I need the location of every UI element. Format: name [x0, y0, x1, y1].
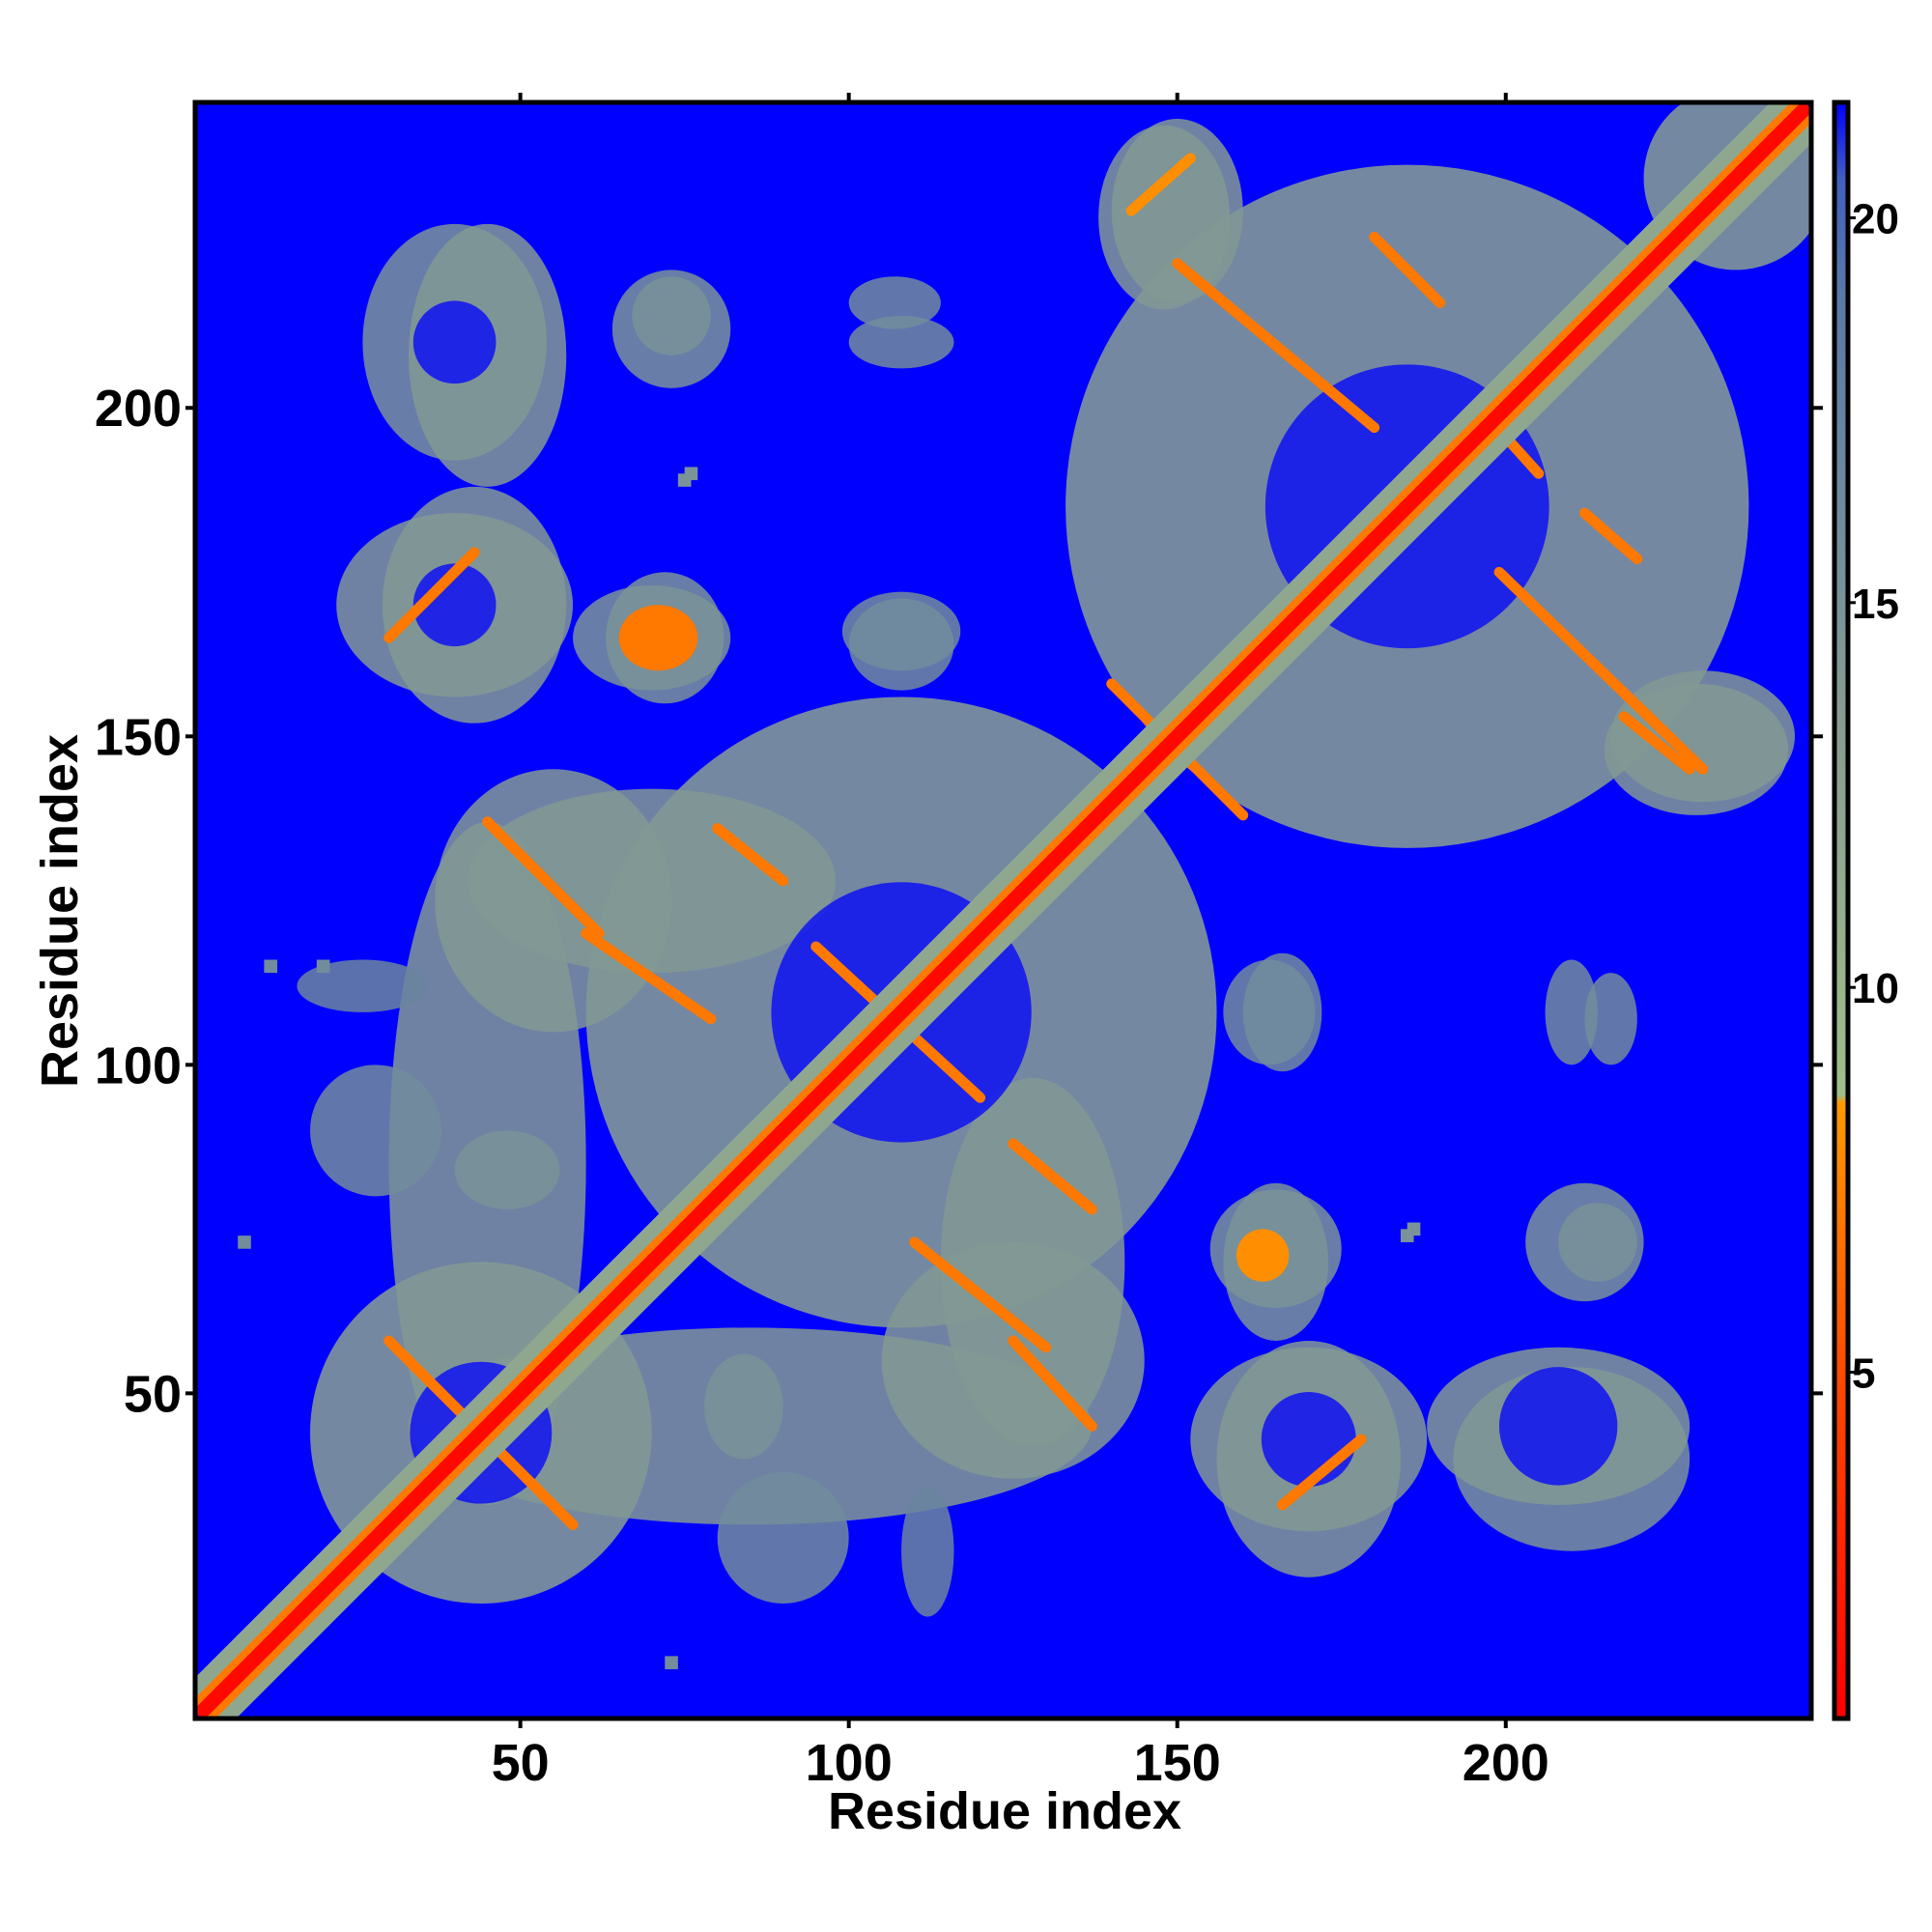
y-tick-label-50: 50	[124, 1365, 182, 1423]
y-axis: 50 100 150 200	[95, 380, 1823, 1423]
halo-region-6	[435, 769, 672, 1033]
plot-frame	[192, 99, 1814, 1721]
contact-strand-2	[909, 1236, 1052, 1353]
contact-strand-13	[1493, 566, 1709, 775]
colorbar-tick-label-20: 20	[1852, 196, 1899, 243]
contact-strand-16	[384, 547, 480, 643]
halo-region-21	[310, 1065, 442, 1197]
contact-strand-9	[1172, 258, 1380, 434]
contact-strand-6	[712, 823, 789, 887]
contact-blob-1	[1236, 1229, 1290, 1282]
halo-region-mirror-18	[848, 316, 954, 369]
halo-region-mirror-11	[1584, 973, 1637, 1065]
contact-blob-0	[618, 605, 698, 671]
halo-region-mirror-20	[1098, 125, 1231, 310]
x-tick-label-200: 200	[1463, 1734, 1549, 1792]
halo-region-23	[901, 1485, 954, 1617]
contact-strand-15	[1125, 153, 1196, 216]
contact-strand-10	[1369, 231, 1446, 308]
x-tick-label-150: 150	[1134, 1734, 1221, 1792]
colorbar-ticks: 5 10 15 20	[1848, 196, 1899, 1398]
halo-region-16	[1525, 1182, 1644, 1302]
x-tick-label-100: 100	[806, 1734, 893, 1792]
diagonal-core	[195, 102, 1811, 1719]
sparse-cell-5	[316, 959, 330, 974]
halo-region-18	[1545, 959, 1598, 1065]
contact-strand-3	[1008, 1138, 1097, 1215]
colorbar: 5 10 15 20	[1832, 99, 1899, 1721]
sparse-cell-7	[665, 1656, 678, 1669]
colorbar-tick-label-15: 15	[1852, 581, 1899, 628]
contact-strand-1	[1008, 1335, 1097, 1432]
contact-strand-14	[1618, 711, 1695, 775]
contact-strand-5	[581, 927, 717, 1025]
colorbar-gradient	[1834, 102, 1848, 1719]
halo-region-mirror-17	[848, 598, 954, 691]
halo-region-mirror-22	[704, 1353, 783, 1460]
halo-region-mirror-6	[881, 1241, 1145, 1479]
halo-region-17	[1223, 959, 1316, 1065]
halo-interior-6	[412, 300, 497, 384]
y-tick-label-100: 100	[95, 1037, 182, 1094]
sparse-cell-3	[1406, 1222, 1421, 1236]
sparse-cell-6	[238, 1236, 251, 1249]
y-tick-label-150: 150	[95, 708, 182, 766]
colorbar-tick-label-5: 5	[1852, 1350, 1875, 1398]
halo-region-22	[454, 1130, 560, 1209]
contact-strand-4	[482, 816, 605, 939]
halo-region-mirror-21	[717, 1471, 849, 1604]
halo-interior-3	[1261, 1391, 1356, 1487]
x-axis: 50 100 150 200	[492, 93, 1549, 1792]
contact-strand-17	[1277, 1434, 1367, 1511]
halo-region-mirror-16	[611, 270, 731, 388]
colorbar-tick-label-10: 10	[1852, 965, 1899, 1012]
sparse-cell-1	[684, 467, 698, 481]
y-axis-title: Residue index	[31, 734, 89, 1088]
contact-strand-12	[1578, 507, 1643, 565]
x-tick-label-50: 50	[492, 1734, 550, 1792]
x-axis-title: Residue index	[828, 1782, 1181, 1840]
colorbar-frame	[1832, 99, 1851, 1721]
heatmap-cells	[195, 102, 1811, 1719]
halo-interior-4	[1498, 1367, 1618, 1486]
halo-interior-5	[412, 563, 497, 647]
plot-area	[192, 99, 1814, 1721]
sparse-cell-4	[264, 959, 278, 974]
y-tick-label-200: 200	[95, 380, 182, 438]
halo-region-11	[848, 276, 941, 329]
